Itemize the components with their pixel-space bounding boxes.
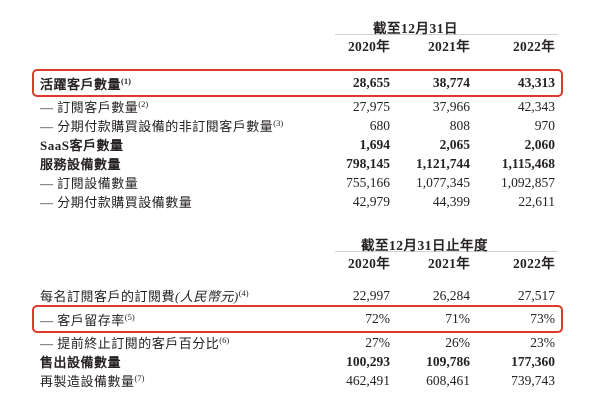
value-cell: 22,611: [518, 193, 555, 209]
table-body: 活躍客戶數量(1) 28,655 38,774 43,313 — 訂閱客戶數量(2) 27…: [32, 69, 563, 211]
spacer: [40, 55, 555, 69]
footnote-marker: (3): [273, 118, 284, 128]
value-cell: 37,966: [432, 98, 470, 114]
value-cell: 42,343: [517, 98, 555, 114]
footnote-marker: (2): [138, 99, 149, 109]
highlighted-table-row: 活躍客戶數量(1) 28,655 38,774 43,313: [32, 69, 563, 97]
value-cell: 2,065: [439, 136, 470, 152]
row-label: — 訂閱客戶數量(2): [40, 99, 149, 115]
value-cell: 1,115,468: [501, 155, 555, 171]
footnote-marker: (5): [124, 311, 135, 322]
table-row: 再製造設備數量(7) 462,491 608,461 739,743: [40, 371, 555, 390]
value-cell: 72%: [365, 311, 390, 326]
year-column-header: 2021年: [428, 256, 470, 271]
table-row: — 提前終止訂閱的客戶百分比(6) 27% 26% 23%: [40, 333, 555, 352]
value-cell: 1,077,345: [416, 174, 470, 190]
table-row: — 分期付款購買設備數量 42,979 44,399 22,611: [40, 192, 555, 211]
section-gap: [0, 211, 600, 233]
table-row: 售出設備數量 100,293 109,786 177,360: [40, 352, 555, 371]
year-columns-row: 2020年 2021年 2022年: [40, 35, 555, 55]
value-cell: 27%: [365, 334, 390, 350]
period-header-row: 截至12月31日: [40, 16, 555, 36]
table-year-ended-dec31: 截至12月31日止年度 2020年 2021年 2022年 每名訂閱客戶的訂閱費(人…: [32, 233, 563, 390]
value-cell: 2,060: [524, 136, 555, 152]
period-header-row: 截至12月31日止年度: [40, 233, 555, 253]
table-body: 每名訂閱客戶的訂閱費(人民幣元)(4) 22,997 26,284 27,517 — 客…: [32, 286, 563, 390]
value-cell: 1,121,744: [416, 155, 470, 171]
value-cell: 462,491: [346, 372, 390, 388]
row-label: 活躍客戶數量(1): [40, 75, 131, 92]
value-cell: 608,461: [426, 372, 470, 388]
value-cell: 109,786: [426, 353, 470, 369]
value-cell: 27,975: [352, 98, 390, 114]
value-cell: 798,145: [346, 155, 390, 171]
value-cell: 28,655: [352, 75, 390, 90]
row-label: — 分期付款購買設備數量: [40, 195, 193, 210]
value-cell: 1,092,857: [501, 174, 555, 190]
value-cell: 26,284: [432, 287, 470, 303]
value-cell: 44,399: [432, 193, 470, 209]
year-column-header: 2021年: [428, 39, 470, 54]
footnote-marker: (6): [219, 335, 230, 345]
value-cell: 970: [534, 117, 555, 133]
table-row: SaaS客戶數量 1,694 2,065 2,060: [40, 135, 555, 154]
table-row: — 訂閱設備數量 755,166 1,077,345 1,092,857: [40, 173, 555, 192]
footnote-marker: (1): [121, 75, 131, 86]
value-cell: 1,694: [359, 136, 390, 152]
row-label: — 分期付款購買設備的非訂閱客戶數量(3): [40, 118, 284, 134]
row-label: — 客戶留存率(5): [40, 311, 135, 328]
year-columns-row: 2020年 2021年 2022年: [40, 252, 555, 272]
year-column-header: 2020年: [348, 256, 390, 271]
spacer: [40, 272, 555, 286]
table-row: — 分期付款購買設備的非訂閱客戶數量(3) 680 808 970: [40, 116, 555, 135]
value-cell: 177,360: [511, 353, 555, 369]
value-cell: 73%: [530, 311, 555, 326]
row-label: — 提前終止訂閱的客戶百分比(6): [40, 335, 230, 351]
value-cell: 26%: [445, 334, 470, 350]
value-cell: 100,293: [346, 353, 390, 369]
row-label: 服務設備數量: [40, 157, 122, 172]
highlighted-table-row: — 客戶留存率(5) 72% 71% 73%: [32, 305, 563, 333]
row-label: 售出設備數量: [40, 355, 122, 370]
row-label: — 訂閱設備數量: [40, 176, 139, 191]
table-as-of-dec31: 截至12月31日 2020年 2021年 2022年 活躍客戶數量(1) 28,655…: [32, 16, 563, 211]
unit-note: (人民幣元): [175, 289, 239, 304]
value-cell: 22,997: [352, 287, 390, 303]
value-cell: 808: [449, 117, 470, 133]
footnote-marker: (4): [238, 288, 249, 298]
table-row: 服務設備數量 798,145 1,121,744 1,115,468: [40, 154, 555, 173]
year-column-header: 2020年: [348, 39, 390, 54]
value-cell: 43,313: [517, 75, 555, 90]
year-column-header: 2022年: [513, 256, 555, 271]
period-header: 截至12月31日止年度: [361, 238, 488, 253]
table-row: 每名訂閱客戶的訂閱費(人民幣元)(4) 22,997 26,284 27,517: [40, 286, 555, 305]
period-header: 截至12月31日: [373, 21, 458, 36]
value-cell: 23%: [530, 334, 555, 350]
table-row: — 訂閱客戶數量(2) 27,975 37,966 42,343: [40, 97, 555, 116]
value-cell: 42,979: [352, 193, 390, 209]
value-cell: 27,517: [517, 287, 555, 303]
year-column-header: 2022年: [513, 39, 555, 54]
header-rule: [335, 34, 558, 35]
value-cell: 71%: [445, 311, 470, 326]
footnote-marker: (7): [134, 373, 145, 383]
value-cell: 755,166: [346, 174, 390, 190]
row-label: 再製造設備數量(7): [40, 373, 145, 389]
value-cell: 38,774: [432, 75, 470, 90]
value-cell: 739,743: [511, 372, 555, 388]
row-label: 每名訂閱客戶的訂閱費(人民幣元)(4): [40, 288, 249, 304]
row-label: SaaS客戶數量: [40, 138, 124, 153]
value-cell: 680: [369, 117, 390, 133]
header-rule: [335, 251, 558, 252]
